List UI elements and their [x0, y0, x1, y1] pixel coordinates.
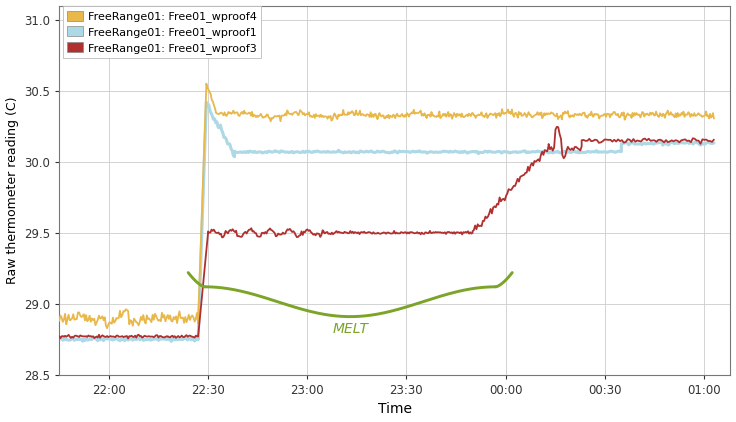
- Line: FreeRange01: Free01_wproof3: FreeRange01: Free01_wproof3: [60, 127, 714, 338]
- FreeRange01: Free01_wproof1: (44.5, 30.4): Free01_wproof1: (44.5, 30.4): [202, 100, 210, 105]
- FreeRange01: Free01_wproof3: (0, 28.8): Free01_wproof3: (0, 28.8): [55, 334, 64, 339]
- FreeRange01: Free01_wproof1: (198, 30.1): Free01_wproof1: (198, 30.1): [710, 141, 718, 146]
- FreeRange01: Free01_wproof4: (0, 28.9): Free01_wproof4: (0, 28.9): [55, 318, 64, 323]
- FreeRange01: Free01_wproof4: (181, 30.3): Free01_wproof4: (181, 30.3): [654, 114, 663, 119]
- Legend: FreeRange01: Free01_wproof4, FreeRange01: Free01_wproof1, FreeRange01: Free01_wp: FreeRange01: Free01_wproof4, FreeRange01…: [63, 6, 261, 58]
- FreeRange01: Free01_wproof1: (0, 28.8): Free01_wproof1: (0, 28.8): [55, 337, 64, 342]
- FreeRange01: Free01_wproof4: (57.1, 30.3): Free01_wproof4: (57.1, 30.3): [244, 111, 252, 116]
- FreeRange01: Free01_wproof3: (20.8, 28.8): Free01_wproof3: (20.8, 28.8): [124, 336, 132, 341]
- FreeRange01: Free01_wproof1: (3.18, 28.7): Free01_wproof1: (3.18, 28.7): [66, 338, 74, 343]
- FreeRange01: Free01_wproof4: (44.5, 30.6): Free01_wproof4: (44.5, 30.6): [202, 81, 210, 86]
- FreeRange01: Free01_wproof3: (158, 30.1): Free01_wproof3: (158, 30.1): [576, 148, 584, 153]
- Text: MELT: MELT: [332, 322, 368, 336]
- FreeRange01: Free01_wproof1: (153, 30.1): Free01_wproof1: (153, 30.1): [561, 149, 570, 154]
- FreeRange01: Free01_wproof4: (89.2, 30.3): Free01_wproof4: (89.2, 30.3): [350, 113, 358, 118]
- Line: FreeRange01: Free01_wproof1: FreeRange01: Free01_wproof1: [60, 102, 714, 341]
- FreeRange01: Free01_wproof3: (109, 29.5): Free01_wproof3: (109, 29.5): [414, 231, 422, 236]
- FreeRange01: Free01_wproof3: (145, 30): Free01_wproof3: (145, 30): [535, 159, 544, 164]
- FreeRange01: Free01_wproof3: (150, 30.2): Free01_wproof3: (150, 30.2): [553, 124, 562, 130]
- X-axis label: Time: Time: [378, 403, 412, 417]
- FreeRange01: Free01_wproof3: (70.8, 29.5): Free01_wproof3: (70.8, 29.5): [289, 229, 298, 234]
- FreeRange01: Free01_wproof4: (14.5, 28.8): Free01_wproof4: (14.5, 28.8): [103, 326, 112, 331]
- FreeRange01: Free01_wproof3: (61.6, 29.5): Free01_wproof3: (61.6, 29.5): [258, 230, 267, 235]
- FreeRange01: Free01_wproof4: (156, 30.3): Free01_wproof4: (156, 30.3): [571, 111, 580, 116]
- FreeRange01: Free01_wproof1: (159, 30.1): Free01_wproof1: (159, 30.1): [580, 150, 589, 155]
- Line: FreeRange01: Free01_wproof4: FreeRange01: Free01_wproof4: [60, 84, 714, 328]
- FreeRange01: Free01_wproof4: (198, 30.3): Free01_wproof4: (198, 30.3): [710, 116, 718, 121]
- FreeRange01: Free01_wproof1: (161, 30.1): Free01_wproof1: (161, 30.1): [587, 149, 596, 154]
- Y-axis label: Raw thermometer reading (C): Raw thermometer reading (C): [6, 97, 18, 284]
- FreeRange01: Free01_wproof1: (33.9, 28.7): Free01_wproof1: (33.9, 28.7): [167, 339, 176, 344]
- FreeRange01: Free01_wproof3: (198, 30.2): Free01_wproof3: (198, 30.2): [710, 137, 718, 142]
- FreeRange01: Free01_wproof4: (140, 30.3): Free01_wproof4: (140, 30.3): [517, 111, 526, 116]
- FreeRange01: Free01_wproof1: (94.8, 30.1): Free01_wproof1: (94.8, 30.1): [368, 149, 377, 154]
- FreeRange01: Free01_wproof4: (155, 30.3): Free01_wproof4: (155, 30.3): [568, 113, 577, 118]
- FreeRange01: Free01_wproof3: (197, 30.1): Free01_wproof3: (197, 30.1): [706, 138, 715, 143]
- FreeRange01: Free01_wproof1: (51.6, 30.1): Free01_wproof1: (51.6, 30.1): [225, 142, 234, 147]
